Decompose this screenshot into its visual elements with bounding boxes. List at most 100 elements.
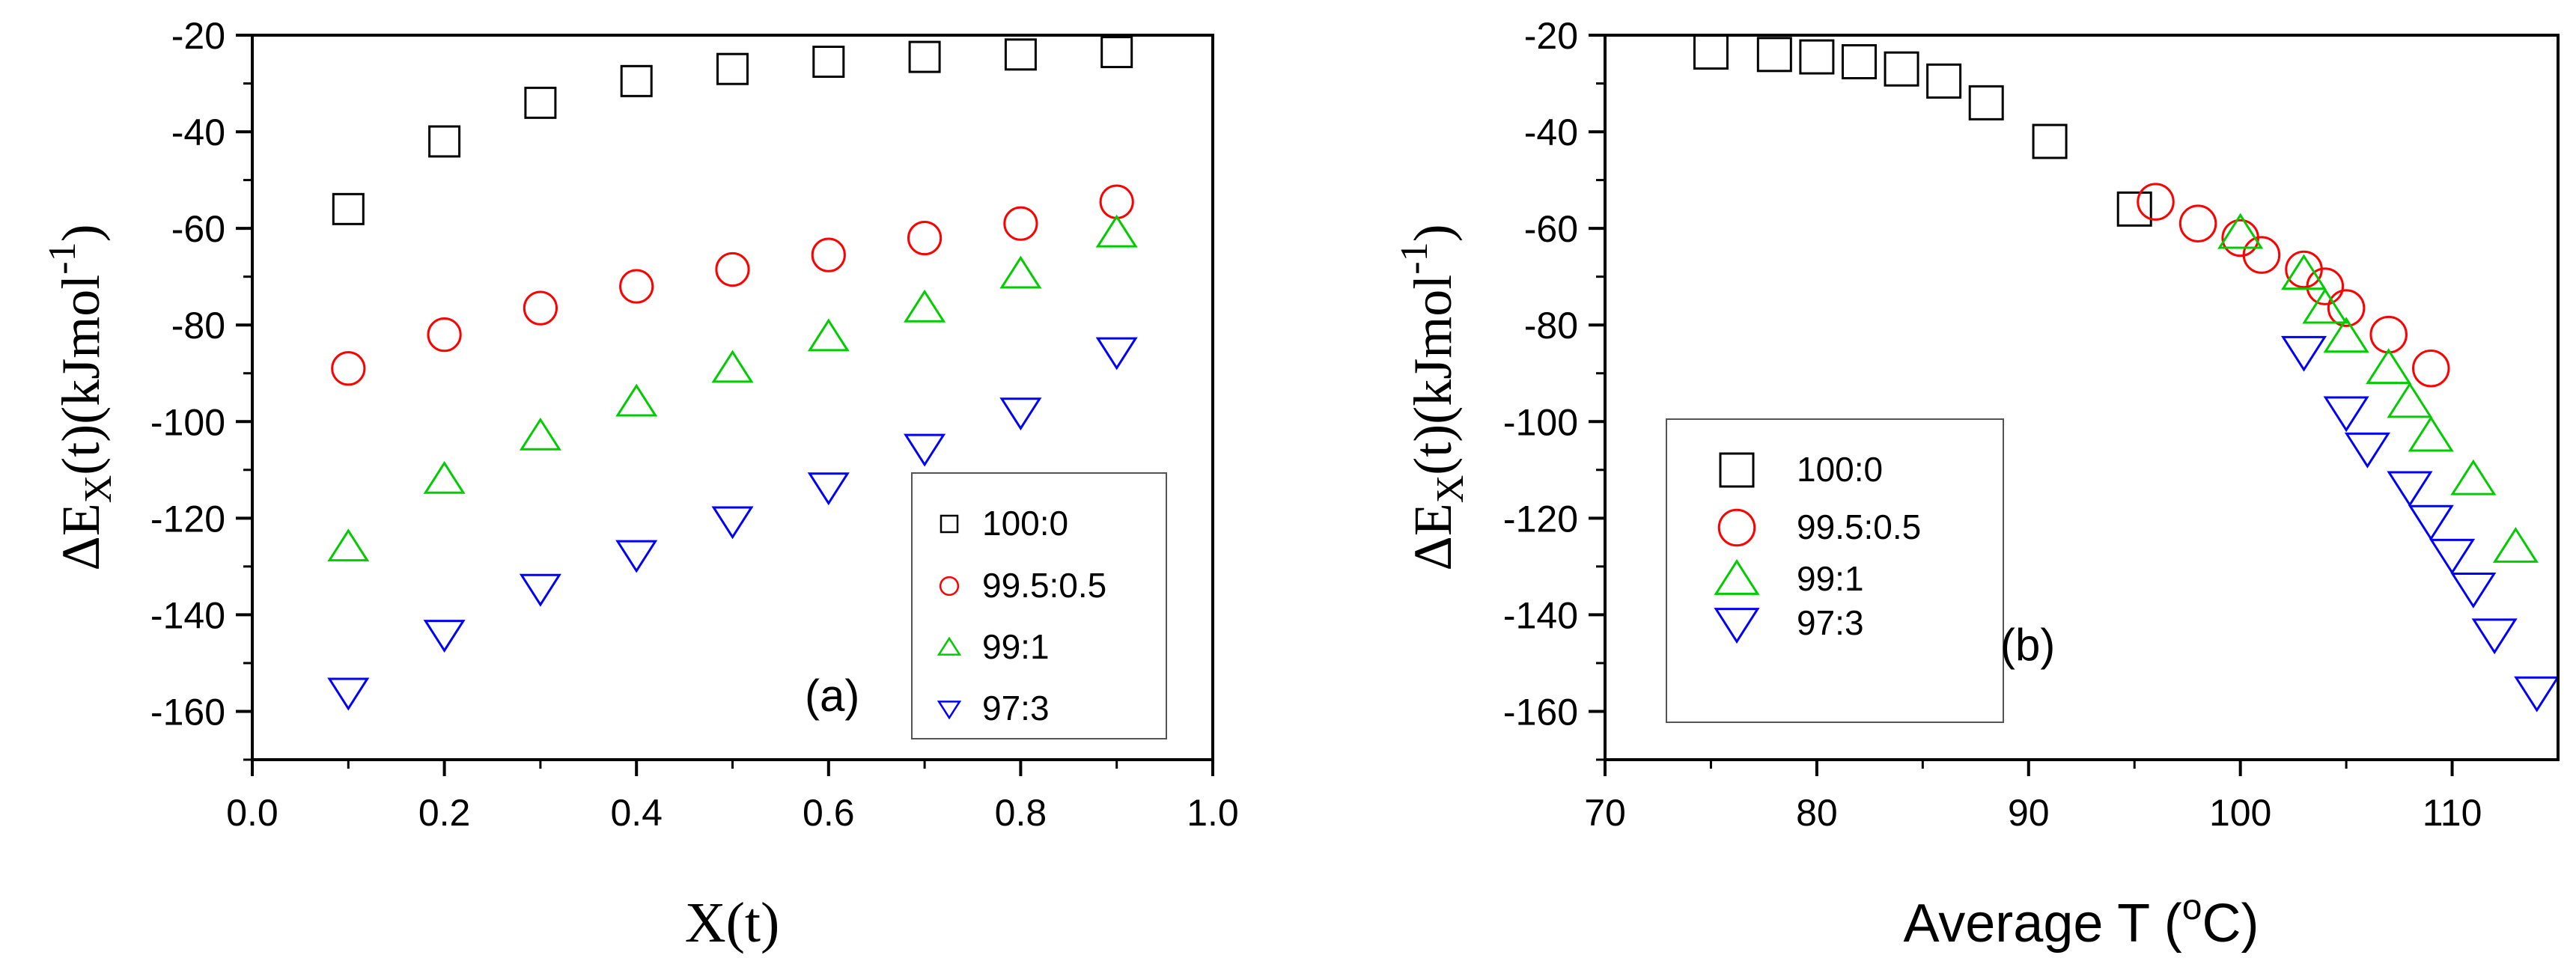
- point-99-1: [327, 528, 370, 562]
- legend-marker-99-5-0-5: [939, 576, 960, 597]
- point-97-3: [2408, 504, 2454, 541]
- x-tick-label: 80: [1796, 792, 1838, 834]
- legend-label-99-1: 99:1: [1797, 559, 1864, 598]
- point-97-3: [615, 540, 658, 573]
- x-tick-label: 0.2: [418, 792, 471, 834]
- y-tick-label: -160: [1503, 691, 1578, 733]
- point-99-1: [2302, 287, 2348, 324]
- point-100-0: [716, 52, 749, 85]
- point-99-5-0-5: [619, 269, 654, 304]
- y-tick-label: -160: [150, 691, 225, 733]
- panel-a-axes: 0.0 0.2 0.4 0.6 0.8 1.0 -20 -40 -60 -80 -100 -120 -1…: [150, 15, 1239, 834]
- x-tick-label: 0.8: [995, 792, 1047, 834]
- panel-b-legend: 100:0 99.5:0.5 99:1 97:3: [1666, 418, 2004, 723]
- point-97-3: [2514, 676, 2560, 713]
- point-100-0: [1100, 36, 1133, 69]
- x-tick-label: 100: [2209, 792, 2271, 834]
- legend-marker-99-1: [1714, 559, 1760, 595]
- panel-a-legend: 100:0 99.5:0.5 99:1 97:3: [911, 472, 1167, 739]
- point-99-1: [904, 289, 946, 323]
- point-100-0: [812, 45, 845, 78]
- y-tick-label: -60: [171, 208, 225, 250]
- point-99-5-0-5: [331, 351, 366, 386]
- x-tick-label: 0.4: [610, 792, 663, 834]
- x-tick-label: 1.0: [1187, 792, 1239, 834]
- legend-label-99-1: 99:1: [982, 627, 1050, 666]
- y-tick-label: -140: [150, 594, 225, 636]
- point-99-1: [999, 255, 1042, 289]
- x-tick-label: 0.0: [226, 792, 278, 834]
- panel-b-label: (b): [2000, 620, 2055, 670]
- panel-b-legend-box: [1666, 418, 2004, 723]
- y-tick-label: -40: [171, 112, 225, 153]
- y-tick-label: -60: [1524, 208, 1578, 250]
- legend-label-97-3: 97:3: [1797, 603, 1864, 642]
- y-tick-label: -140: [1503, 594, 1578, 636]
- legend-label-100-0: 100:0: [982, 504, 1068, 543]
- y-tick-label: -80: [1524, 305, 1578, 347]
- point-99-1: [2323, 317, 2369, 353]
- legend-marker-99-5-0-5: [1717, 508, 1756, 547]
- point-99-1: [615, 383, 658, 417]
- point-99-1: [2280, 254, 2327, 290]
- point-100-0: [2116, 191, 2152, 227]
- point-99-1: [2217, 213, 2264, 249]
- point-99-5-0-5: [2178, 204, 2217, 242]
- panel-b-marks: [1693, 34, 2560, 713]
- x-tick-label: 70: [1584, 792, 1626, 834]
- y-tick-label: -20: [1524, 15, 1578, 57]
- point-100-0: [428, 125, 461, 158]
- point-99-5-0-5: [1003, 206, 1038, 241]
- point-100-0: [1841, 43, 1877, 79]
- point-97-3: [2323, 396, 2369, 433]
- point-100-0: [1968, 85, 2004, 121]
- point-99-5-0-5: [523, 290, 558, 326]
- point-99-1: [807, 318, 850, 352]
- point-99-5-0-5: [2137, 183, 2175, 221]
- panel-b-legend-markers: [1714, 452, 1760, 644]
- legend-label-100-0: 100:0: [1797, 450, 1883, 489]
- point-97-3: [904, 433, 946, 467]
- point-97-3: [2450, 573, 2497, 608]
- y-tick-label: -80: [171, 305, 225, 347]
- point-97-3: [711, 506, 754, 540]
- point-97-3: [999, 397, 1042, 431]
- y-tick-label: -100: [1503, 401, 1578, 443]
- point-97-3: [1095, 337, 1138, 370]
- point-99-5-0-5: [715, 251, 750, 287]
- panel-a-label: (a): [805, 671, 859, 721]
- x-tick-label: 110: [2423, 792, 2482, 834]
- panel-a-y-axis-label: ΔEX(t)(kJmol-1): [41, 224, 120, 570]
- point-97-3: [2344, 432, 2390, 469]
- panel-a-legend-markers: [937, 514, 962, 720]
- point-100-0: [524, 86, 557, 119]
- point-99-5-0-5: [2306, 267, 2345, 305]
- point-100-0: [908, 40, 941, 73]
- y-tick-label: -120: [1503, 498, 1578, 540]
- point-99-1: [2387, 382, 2433, 418]
- panel-b-axes: 70 80 90 100 110 -20 -40 -60 -80 -100 -120 -140 -160: [1503, 15, 2482, 834]
- point-97-3: [2387, 471, 2433, 507]
- panel-b: 70 80 90 100 110 -20 -40 -60 -80 -100 -120 -140 -160…: [1393, 15, 2560, 954]
- panel-a-legend-box: [911, 472, 1167, 739]
- point-97-3: [423, 620, 466, 653]
- point-99-5-0-5: [427, 317, 462, 353]
- y-tick-label: -100: [150, 401, 225, 443]
- point-99-1: [2408, 415, 2454, 452]
- point-99-5-0-5: [2412, 350, 2450, 388]
- y-tick-label: -20: [171, 15, 225, 57]
- panel-a: 0.0 0.2 0.4 0.6 0.8 1.0 -20 -40 -60 -80 -100 -120 -1…: [41, 15, 1239, 954]
- legend-marker-97-3: [1714, 608, 1760, 644]
- y-tick-label: -40: [1524, 112, 1578, 153]
- panel-b-plot-frame: [1604, 34, 2560, 761]
- legend-label-97-3: 97:3: [982, 689, 1050, 728]
- point-97-3: [327, 677, 370, 711]
- legend-marker-100-0: [940, 514, 959, 534]
- legend-label-99-5-0-5: 99.5:0.5: [1797, 507, 1921, 546]
- point-99-5-0-5: [2221, 219, 2259, 257]
- panel-a-marks: [327, 36, 1138, 711]
- point-99-1: [711, 350, 754, 383]
- point-100-0: [1884, 51, 1919, 87]
- x-tick-label: 0.6: [803, 792, 855, 834]
- panel-a-x-axis-label: X(t): [685, 891, 780, 954]
